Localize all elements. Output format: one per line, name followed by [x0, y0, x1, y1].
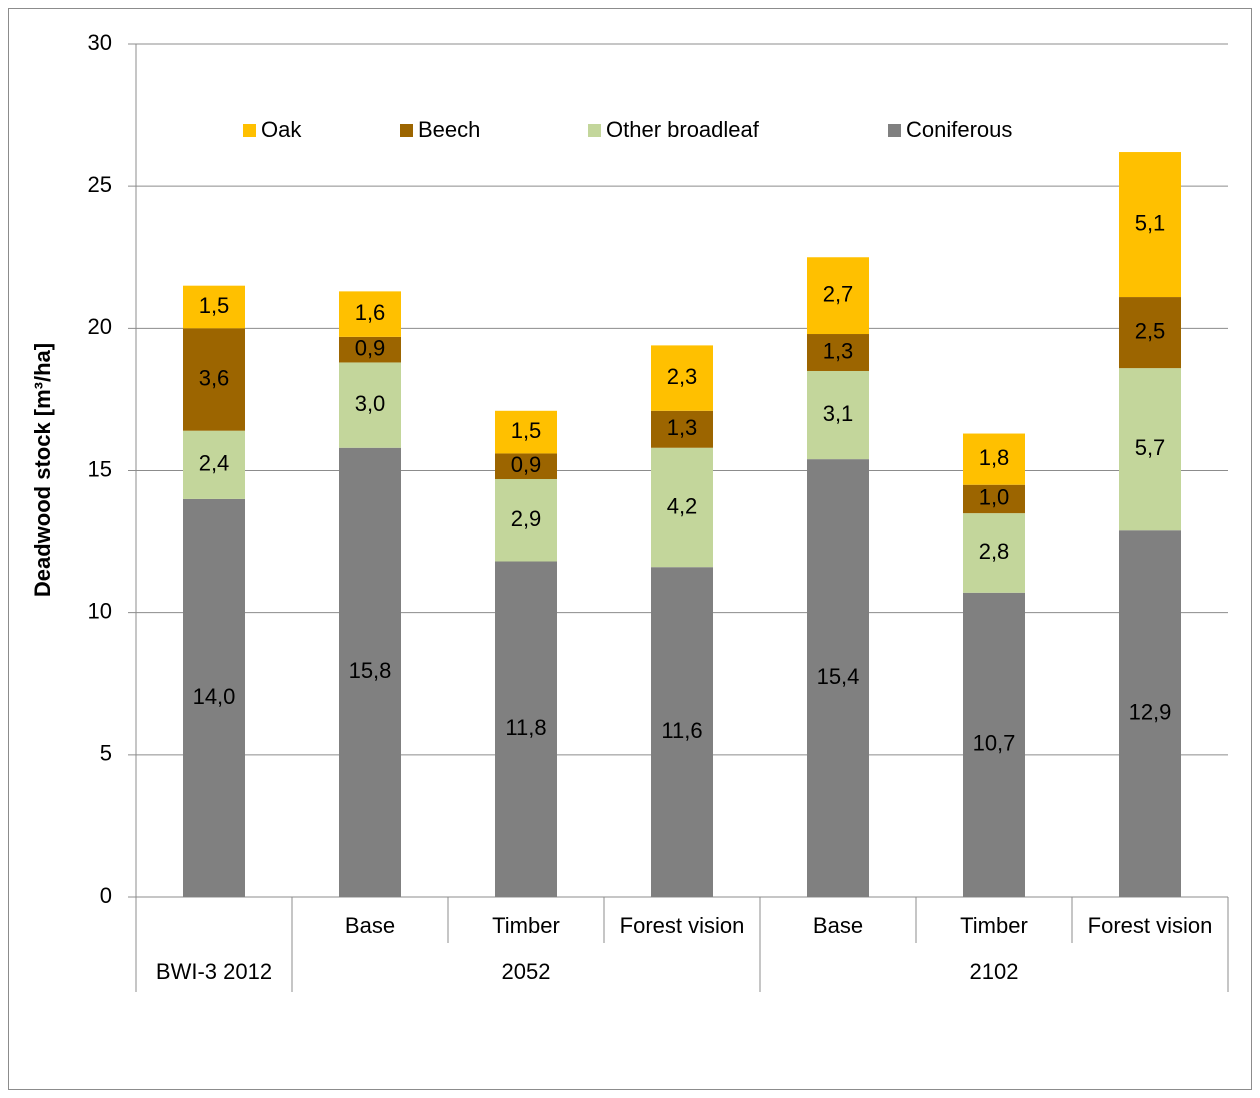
bar-segment — [1119, 530, 1181, 897]
value-label: 1,0 — [979, 485, 1010, 510]
value-label: 1,3 — [667, 415, 698, 440]
bar-segment — [651, 345, 713, 411]
value-label: 0,9 — [355, 335, 386, 360]
y-tick-label: 20 — [88, 314, 112, 339]
x-tick-label: Forest vision — [620, 913, 745, 938]
bar-segment — [1119, 297, 1181, 369]
x-tick-label: Timber — [960, 913, 1028, 938]
legend-label: Oak — [261, 117, 302, 142]
legend-label: Other broadleaf — [606, 117, 760, 142]
value-label: 15,8 — [349, 658, 392, 683]
value-label: 5,1 — [1135, 210, 1166, 235]
bar-segment — [807, 370, 869, 460]
value-label: 1,5 — [511, 418, 542, 443]
bar-segment — [339, 336, 401, 363]
value-label: 10,7 — [973, 731, 1016, 756]
bar-segment — [807, 334, 869, 371]
bar-segment — [495, 561, 557, 897]
bar-segment — [183, 328, 245, 431]
legend-label: Coniferous — [906, 117, 1012, 142]
value-label: 14,0 — [193, 684, 236, 709]
bar-segment — [963, 484, 1025, 514]
legend-swatch — [588, 124, 601, 137]
y-axis-title: Deadwood stock [m³/ha] — [30, 343, 55, 597]
bar-segment — [963, 433, 1025, 485]
bar-segment — [651, 567, 713, 897]
bar-segment — [807, 459, 869, 897]
value-label: 2,8 — [979, 539, 1010, 564]
bar-segment — [963, 592, 1025, 897]
bar-segment — [339, 291, 401, 337]
bar-segment — [183, 498, 245, 897]
bar-segment — [495, 410, 557, 454]
legend-label: Beech — [418, 117, 480, 142]
y-tick-label: 15 — [88, 456, 112, 481]
value-label: 0,9 — [511, 452, 542, 477]
value-label: 1,3 — [823, 338, 854, 363]
y-tick-label: 30 — [88, 30, 112, 55]
value-label: 11,8 — [505, 715, 546, 740]
y-tick-label: 10 — [88, 598, 112, 623]
value-label: 4,2 — [667, 493, 698, 518]
bar-segment — [1119, 368, 1181, 531]
bar-segment — [651, 447, 713, 568]
legend-swatch — [888, 124, 901, 137]
bar-segment — [963, 513, 1025, 593]
group-label: BWI-3 2012 — [156, 959, 272, 984]
value-label: 11,6 — [661, 718, 702, 743]
bar-segment — [183, 285, 245, 329]
value-label: 2,5 — [1135, 318, 1166, 343]
value-label: 15,4 — [817, 664, 860, 689]
legend-swatch — [400, 124, 413, 137]
bar-segment — [183, 430, 245, 499]
value-label: 1,8 — [979, 445, 1010, 470]
x-tick-label: Base — [813, 913, 863, 938]
bar-segment — [495, 479, 557, 562]
y-tick-label: 0 — [100, 883, 112, 908]
value-label: 3,1 — [823, 401, 854, 426]
group-label: 2102 — [970, 959, 1019, 984]
x-tick-label: Timber — [492, 913, 560, 938]
y-tick-label: 5 — [100, 741, 112, 766]
value-label: 1,5 — [199, 293, 230, 318]
bar-segment — [339, 362, 401, 448]
legend-swatch — [243, 124, 256, 137]
y-tick-label: 25 — [88, 172, 112, 197]
value-label: 2,3 — [667, 364, 698, 389]
value-label: 5,7 — [1135, 435, 1166, 460]
bar-segment — [1119, 152, 1181, 298]
value-label: 2,9 — [511, 506, 542, 531]
bar-segment — [339, 447, 401, 897]
value-label: 3,6 — [199, 365, 230, 390]
value-label: 2,4 — [199, 451, 230, 476]
x-tick-label: Base — [345, 913, 395, 938]
bar-segment — [495, 453, 557, 480]
value-label: 12,9 — [1129, 699, 1172, 724]
bar-segment — [807, 257, 869, 335]
bar-segment — [651, 410, 713, 448]
value-label: 3,0 — [355, 391, 386, 416]
x-tick-label: Forest vision — [1088, 913, 1213, 938]
group-label: 2052 — [502, 959, 551, 984]
value-label: 2,7 — [823, 281, 854, 306]
value-label: 1,6 — [355, 300, 386, 325]
